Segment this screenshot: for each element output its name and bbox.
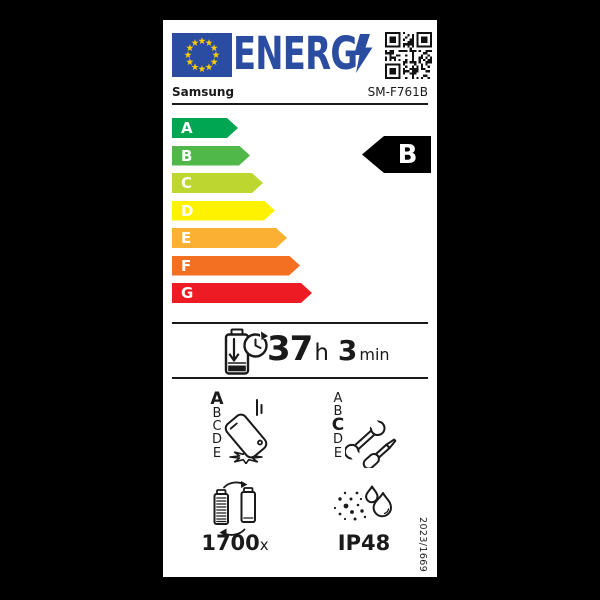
energy-class-letter: G [181, 284, 194, 302]
lightning-bolt-icon [354, 34, 373, 73]
energy-class-arrow-c: C [172, 173, 263, 193]
energy-class-arrow-b: B [172, 146, 250, 166]
class-letter-d: D [332, 432, 343, 448]
dust-water-icon [333, 485, 392, 521]
energy-class-letter: D [181, 201, 194, 220]
regulation-number: 2023/1669 [417, 517, 428, 573]
energy-class-letter: A [181, 119, 193, 137]
energy-class-arrow-a: A [172, 118, 238, 138]
qr-code [385, 32, 432, 79]
class-letter-b: B [212, 406, 222, 421]
energy-class-letter: F [181, 256, 192, 275]
battery-minutes-unit: min [359, 345, 390, 364]
cycles-number: 1700 [201, 531, 260, 555]
energy-logo-text: ENERG [233, 27, 358, 80]
energy-class-arrow-e: E [172, 228, 287, 248]
cycles-unit: x [259, 536, 269, 554]
model-number: SM-F761B [367, 85, 428, 99]
energy-class-letter: E [181, 229, 192, 247]
scale-divider [172, 322, 428, 324]
class-letter-a-rated: A [210, 389, 224, 409]
energy-rating-letter: B [397, 140, 418, 170]
battery-cycles-value: 1700x [191, 531, 279, 555]
battery-life-value: 37 h 3 min [267, 329, 390, 369]
class-letter-e: E [212, 445, 222, 461]
header-divider [172, 103, 428, 105]
phone-drop-icon [224, 399, 268, 464]
battery-hours-unit: h [314, 340, 329, 366]
battery-minutes: 3 [337, 334, 358, 367]
class-letter-e: E [333, 445, 343, 461]
brand-name: Samsung [172, 85, 235, 99]
battery-discharge-clock-icon [224, 328, 269, 375]
battery-cycle-icon [213, 481, 256, 537]
class-letter-c: C [212, 419, 222, 435]
energy-class-arrow-f: F [172, 256, 300, 276]
eu-flag-icon [172, 33, 232, 77]
energy-class-arrow-g: G [172, 283, 312, 303]
class-letter-a: A [333, 391, 343, 406]
battery-hours: 37 [267, 329, 313, 369]
battery-divider [172, 377, 428, 379]
energy-rating-arrow: B [362, 136, 431, 173]
ip-rating-value: IP48 [337, 531, 391, 555]
class-letter-c-rated: C [331, 415, 345, 436]
energy-class-arrow-d: D [172, 201, 275, 221]
energy-class-letter: B [181, 146, 193, 165]
class-letter-d: D [211, 432, 222, 448]
class-letter-b: B [333, 404, 343, 420]
energy-class-letter: C [181, 174, 193, 192]
tools-icon [345, 418, 397, 468]
